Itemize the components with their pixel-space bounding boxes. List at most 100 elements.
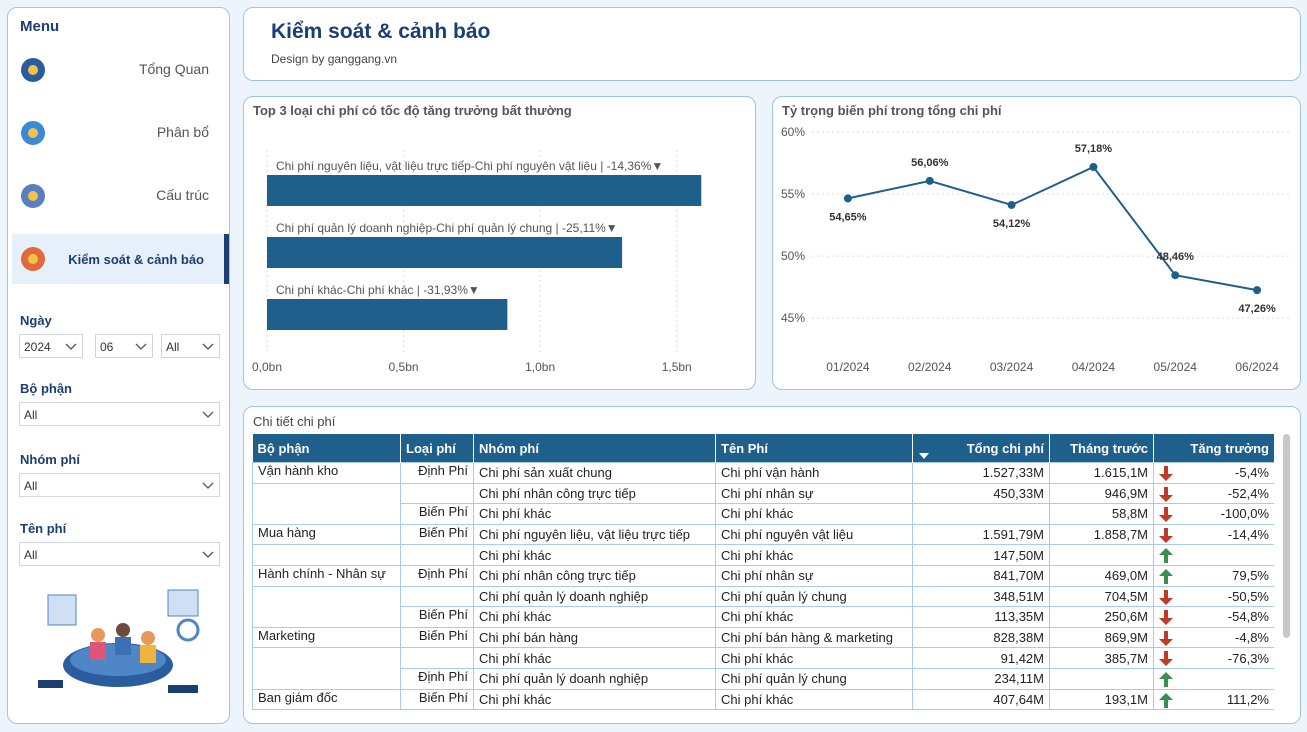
column-header: Bộ phận (252, 434, 401, 463)
menu-icon (21, 247, 45, 271)
cell-text: Chi phí khác (479, 691, 552, 707)
table-wrap: Bộ phận Loại phí Nhóm phí Tên Phí Tổng chi p… (252, 434, 1274, 718)
table-cell: Chi phí nhân công trực tiếp (473, 564, 716, 587)
menu-item[interactable]: Kiểm soát & cảnh báo (12, 234, 229, 284)
table-row: Biến Phí Chi phí khác Chi phí khác 58,8M -10… (252, 503, 1274, 525)
dropdown[interactable]: All (161, 334, 220, 358)
trend-up-icon (1159, 671, 1173, 687)
menu-title: Menu (20, 18, 60, 35)
cell-text: 58,8M (1111, 506, 1148, 522)
cell-text: 1.615,1M (1093, 465, 1148, 481)
table-row: Định Phí Chi phí quản lý doanh nghiệp Chi … (252, 667, 1274, 690)
table-cell (252, 586, 401, 607)
cell-text: Chi phí nhân sự (721, 568, 814, 584)
page-subtitle: Design by ganggang.vn (271, 52, 398, 66)
table-cell: 407,64M (912, 688, 1050, 711)
table-cell (400, 647, 474, 669)
cell-text: 1.527,33M (982, 465, 1044, 481)
trend-down-icon (1159, 630, 1173, 646)
cell-text: Chi phí sản xuất chung (479, 465, 612, 481)
table-cell: Biến Phí (400, 688, 474, 711)
filter-label: Ngày (20, 313, 52, 328)
table-cell (1049, 667, 1154, 690)
dropdown-chevron (202, 551, 214, 558)
column-header: Tên Phí (715, 434, 913, 463)
table-row: Marketing Biến Phí Chi phí bán hàng Chi phí… (252, 626, 1274, 649)
cell-text: Chi phí khác (721, 506, 794, 522)
dropdown[interactable]: All (19, 473, 220, 497)
table-cell: 704,5M (1049, 585, 1154, 608)
cell-text: Chi phí bán hàng (479, 630, 579, 646)
table-cell: 147,50M (912, 544, 1050, 566)
table-cell: Ban giám đốc (252, 688, 401, 711)
cell-text: 111,2% (1226, 691, 1269, 707)
cell-text: Định Phí (418, 463, 468, 478)
table-cell: Biến Phí (400, 523, 474, 546)
cell-text: 385,7M (1104, 650, 1148, 666)
chevron (202, 343, 214, 350)
table-cell: -4,8% (1153, 626, 1274, 649)
trend-down-icon (1159, 589, 1173, 605)
dropdown[interactable]: 2024 (19, 334, 83, 358)
trend-arrow (1159, 671, 1173, 687)
trend-arrow (1159, 610, 1173, 626)
table-cell: 250,6M (1049, 606, 1154, 628)
column-header: Nhóm phí (473, 434, 716, 463)
cell-text: Chi phí khác (479, 547, 552, 563)
menu-item[interactable]: Cấu trúc (12, 171, 229, 221)
table-cell (252, 647, 401, 669)
table-cell: 1.527,33M (912, 462, 1050, 484)
menu-item[interactable]: Tổng Quan (12, 45, 229, 95)
dropdown[interactable]: All (19, 542, 220, 566)
cell-text: 234,11M (994, 671, 1044, 687)
table-cell: Biến Phí (400, 606, 474, 628)
illustration (38, 589, 200, 693)
dropdown[interactable]: 06 (95, 334, 153, 358)
cell-text: Chi phí bán hàng & marketing (721, 630, 893, 646)
table-row: Mua hàng Biến Phí Chi phí nguyên liệu, vật… (252, 523, 1274, 546)
menu-label: Cấu trúc (156, 187, 209, 203)
chevron (65, 343, 77, 350)
table-cell (252, 503, 401, 525)
table-row: Chi phí khác Chi phí khác 147,50M (252, 544, 1274, 566)
trend-down-icon (1159, 466, 1173, 481)
scrollbar[interactable] (1283, 434, 1290, 638)
cell-text: Chi phí khác (721, 609, 794, 625)
cell-text: Hành chính - Nhân sự (258, 565, 386, 581)
trend-down-icon (1159, 651, 1173, 667)
chevron (202, 482, 214, 489)
table-row: Biến Phí Chi phí khác Chi phí khác 113,35M 2… (252, 606, 1274, 628)
dropdown[interactable]: All (19, 402, 220, 426)
trend-arrow (1159, 651, 1173, 667)
dropdown-chevron (202, 482, 214, 489)
page-title: Kiểm soát & cảnh báo (271, 20, 491, 43)
table-cell (912, 503, 1050, 525)
cell-text: 1.858,7M (1093, 527, 1148, 543)
dropdown-chevron (202, 343, 214, 350)
menu-item[interactable]: Phân bổ (12, 108, 229, 158)
table-cell: Định Phí (400, 667, 474, 690)
table-cell (400, 483, 474, 504)
trend-arrow (1159, 630, 1173, 646)
trend-arrow (1159, 589, 1173, 605)
cell-text: 450,33M (993, 485, 1044, 501)
table-cell: -14,4% (1153, 523, 1274, 546)
cell-text: 407,64M (993, 691, 1044, 707)
cell-text: Chi phí khác (479, 506, 552, 522)
table-cell (252, 544, 401, 566)
cell-text: 469,0M (1104, 568, 1148, 584)
trend-arrow (1159, 527, 1173, 543)
table-cell: Chi phí bán hàng & marketing (715, 626, 913, 649)
table-cell: Chi phí nhân sự (715, 482, 913, 505)
table-row: Chi phí khác Chi phí khác 91,42M 385,7M -76,… (252, 647, 1274, 669)
cell-text: 250,6M (1104, 609, 1148, 625)
table-cell: Chi phí khác (473, 606, 716, 628)
sort-arrow (919, 453, 929, 459)
trend-arrow (1159, 486, 1173, 502)
table-cell: Định Phí (400, 462, 474, 484)
table-cell: 841,70M (912, 564, 1050, 587)
table-cell: Chi phí khác (473, 503, 716, 525)
filter-label: Nhóm phí (20, 452, 80, 467)
cell-text: Biến Phí (418, 504, 468, 520)
cell-text: Biến Phí (418, 607, 468, 623)
